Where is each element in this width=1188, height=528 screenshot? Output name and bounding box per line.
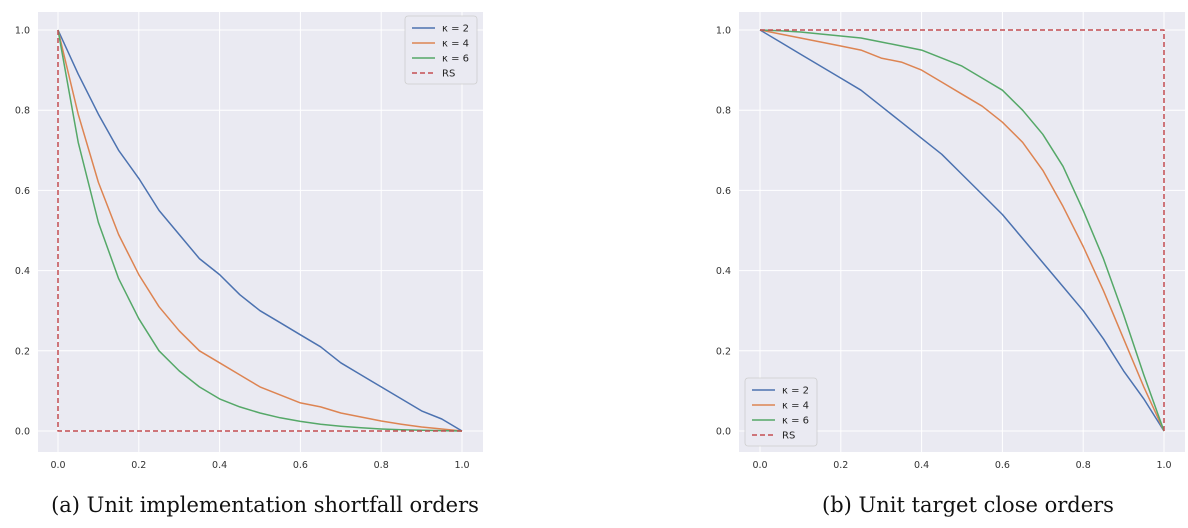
y-tick-label: 0.6 — [716, 186, 731, 197]
legend-label: κ = 2 — [442, 24, 469, 35]
y-tick-label: 0.4 — [15, 266, 30, 277]
series-line--2 — [57, 29, 463, 432]
y-tick-label: 0.4 — [716, 266, 731, 277]
legend-label: κ = 4 — [782, 401, 809, 412]
series-line--4 — [57, 29, 463, 432]
legend-label: RS — [782, 431, 795, 442]
chart-panel-a: 0.0 0.2 0.4 0.6 0.8 1.0 0.0 0.2 0.4 0.6 0.8 1.0 κ = … — [15, 12, 483, 517]
series-line-rs — [760, 29, 1165, 431]
y-tick-label: 0.0 — [15, 427, 30, 438]
y-tick-label: 0.2 — [716, 346, 731, 357]
series-line--2 — [759, 29, 1165, 432]
x-tick-label: 0.4 — [914, 460, 929, 471]
y-tick-label: 1.0 — [15, 26, 30, 37]
x-tick-label: 0.6 — [995, 460, 1010, 471]
legend-label: κ = 4 — [442, 39, 469, 50]
legend: κ = 2 κ = 4 κ = 6 RS — [404, 15, 478, 85]
legend-box — [404, 15, 478, 85]
x-tick-label: 0.6 — [293, 460, 308, 471]
series-line-rs — [57, 30, 462, 432]
series-line--4 — [759, 29, 1165, 432]
x-tick-label: 1.0 — [1156, 460, 1171, 471]
y-tick-label: 0.8 — [15, 106, 30, 117]
y-tick-label: 1.0 — [716, 26, 731, 37]
x-tick-label: 0.0 — [752, 460, 767, 471]
x-tick-label: 0.2 — [833, 460, 848, 471]
y-tick-label: 0.8 — [716, 106, 731, 117]
chart-panel-b: 0.0 0.2 0.4 0.6 0.8 1.0 0.0 0.2 0.4 0.6 0.8 1.0 κ = … — [716, 12, 1185, 517]
legend: κ = 2 κ = 4 κ = 6 RS — [744, 377, 818, 447]
x-tick-label: 0.2 — [131, 460, 146, 471]
x-tick-label: 0.4 — [212, 460, 227, 471]
legend-box — [744, 377, 818, 447]
figure-caption: (a) Unit implementation shortfall orders — [51, 493, 479, 517]
y-tick-label: 0.6 — [15, 186, 30, 197]
series-line--6 — [759, 29, 1165, 432]
legend-label: κ = 2 — [782, 386, 809, 397]
y-tick-label: 0.0 — [716, 427, 731, 438]
series-line--6 — [57, 29, 463, 432]
legend-label: κ = 6 — [442, 54, 469, 65]
legend-label: RS — [442, 69, 455, 80]
x-tick-label: 1.0 — [454, 460, 469, 471]
plot-background — [38, 12, 483, 452]
y-tick-label: 0.2 — [15, 346, 30, 357]
x-tick-label: 0.8 — [374, 460, 389, 471]
legend-label: κ = 6 — [782, 416, 809, 427]
figure-caption: (b) Unit target close orders — [822, 493, 1114, 517]
x-tick-label: 0.8 — [1076, 460, 1091, 471]
x-tick-label: 0.0 — [50, 460, 65, 471]
